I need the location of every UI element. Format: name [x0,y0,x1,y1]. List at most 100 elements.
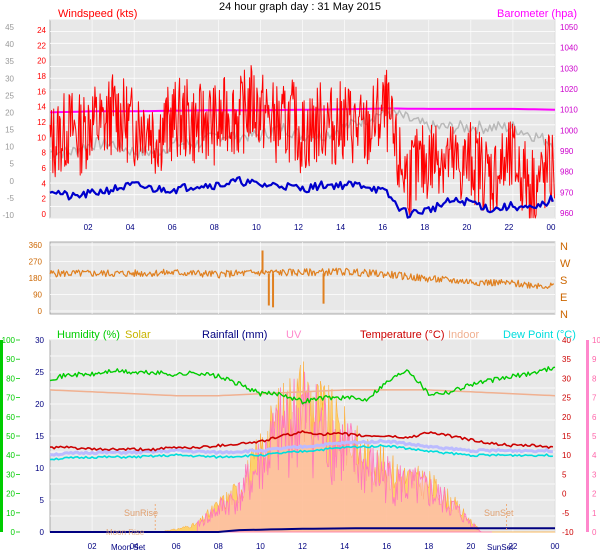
temperature-tick: 10 [562,451,571,460]
uv-tick: 8 [592,374,597,383]
wind-x-tick: 18 [420,223,429,232]
direction-series [49,250,554,308]
humidity-line [49,366,556,405]
solar-tick: 15 [35,432,44,441]
climate-series [49,361,556,533]
barometer-axis: 960 970 980 990 1000 1010 1020 1030 1040 1050 [560,23,578,218]
temperature-tick: 20 [562,413,571,422]
humidity-tick: 60 [6,413,15,422]
solar-tick: 20 [35,400,44,409]
wind-inner-tick: 0 [42,210,47,219]
barometer-tick: 970 [560,188,574,197]
humidity-axis-bar [0,340,3,532]
humidity-tick: 80 [6,374,15,383]
rainfall-line [50,527,555,533]
wind-inner-tick: 20 [37,57,46,66]
wind-inner-tick: 10 [37,133,46,142]
wind-left-tick: 20 [5,108,14,117]
climate-x-tick: 22 [508,542,517,551]
wind-left-tick: 35 [5,57,14,66]
compass-label: N [560,309,568,321]
moonset-annotation: Moon Set [111,543,146,552]
wind-x-tick: 14 [336,223,345,232]
direction-grid [50,242,556,314]
temperature-tick: 30 [562,374,571,383]
uv-tick: 2 [592,490,597,499]
humidity-tick: 100 [2,336,16,345]
climate-x-tick: 00 [551,542,560,551]
direction-tick: 90 [33,291,42,300]
barometer-tick: 960 [560,209,574,218]
solar-axis: 0 5 10 15 20 25 30 [35,336,44,537]
wind-left-tick: 10 [5,143,14,152]
compass-label: W [560,258,571,270]
humidity-tick: 20 [6,490,15,499]
uv-axis-bar [586,340,589,532]
humidity-tick: 30 [6,470,15,479]
barometer-tick: 1010 [560,106,578,115]
humidity-tick: 50 [6,432,15,441]
humidity-tick: 10 [6,509,15,518]
solar-tick: 10 [35,464,44,473]
wind-inner-tick: 14 [37,103,46,112]
temperature-line [49,430,554,452]
humidity-tick: 70 [6,394,15,403]
climate-x-tick: 20 [466,542,475,551]
wind-x-tick: 22 [504,223,513,232]
wind-left-tick: 40 [5,40,14,49]
humidity-label: Humidity (%) [57,329,120,341]
temperature-tick: -10 [562,528,574,537]
barometer-tick: 990 [560,147,574,156]
uv-tick: 3 [592,470,597,479]
wind-left-tick: 45 [5,23,14,32]
solar-tick: 0 [40,528,45,537]
moonrise-annotation: Moon Rise [106,528,145,537]
climate-x-tick: 10 [256,542,265,551]
windspeed-label: Windspeed (kts) [58,8,137,20]
climate-x-tick: 18 [424,542,433,551]
uv-tick: 0 [592,528,597,537]
wind-inner-tick: 4 [42,179,47,188]
wind-left-axis: -10 -5 0 5 10 15 20 25 30 35 40 45 [2,23,14,220]
barometer-tick: 1020 [560,85,578,94]
wind-inner-tick: 16 [37,87,46,96]
barometer-tick: 1050 [560,23,578,32]
wind-x-tick: 20 [462,223,471,232]
wind-x-tick: 10 [252,223,261,232]
wind-x-tick: 00 [547,223,556,232]
direction-tick: 0 [38,307,43,316]
sunset-annotation: SunSet [484,508,514,518]
temperature-label: Temperature (°C) [360,329,444,341]
solar-tick: 30 [35,336,44,345]
barometer-tick: 1000 [560,126,578,135]
rainfall-label: Rainfall (mm) [202,329,267,341]
uv-axis: 0 1 2 3 4 5 6 7 8 9 10 [586,336,600,537]
solar-tick: 5 [40,496,45,505]
indoor-line [49,389,556,397]
wind-left-tick: 25 [5,91,14,100]
humidity-tick: 90 [6,355,15,364]
temperature-tick: 35 [562,355,571,364]
temperature-tick: 0 [562,490,567,499]
barometer-tick: 980 [560,168,574,177]
direction-tick: 270 [29,258,43,267]
temperature-tick: 5 [562,470,567,479]
wind-inner-tick: 12 [37,118,46,127]
temperature-axis: -10 -5 0 5 10 15 20 25 30 35 40 [562,336,574,537]
climate-x-tick: 02 [88,542,97,551]
wind-x-tick: 04 [126,223,135,232]
temperature-tick: 15 [562,432,571,441]
humidity-tick: 40 [6,451,15,460]
climate-x-tick: 08 [214,542,223,551]
compass-label: E [560,292,567,304]
wind-inner-tick: 6 [42,164,47,173]
solar-tick: 25 [35,368,44,377]
temperature-tick: 40 [562,336,571,345]
wind-left-tick: 30 [5,74,14,83]
solar-label: Solar [125,329,151,341]
wind-inner-tick: 2 [42,195,47,204]
